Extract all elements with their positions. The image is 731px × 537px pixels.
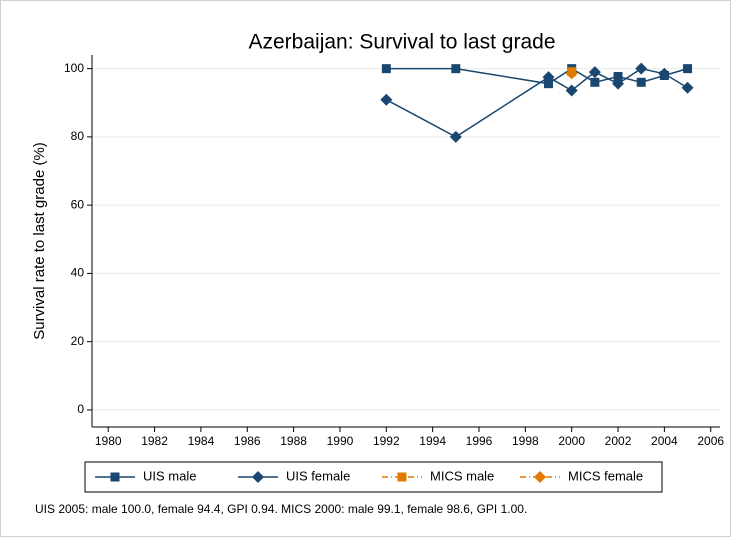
x-tick-label: 1992: [373, 434, 400, 448]
data-point: [451, 64, 461, 74]
data-point: [565, 84, 578, 97]
legend-label: UIS male: [143, 468, 196, 483]
data-point: [542, 71, 555, 84]
y-axis-label: Survival rate to last grade (%): [31, 142, 48, 340]
y-tick-label: 80: [71, 129, 85, 143]
data-point: [681, 81, 694, 94]
legend-box: [84, 461, 663, 493]
data-point: [544, 79, 554, 89]
data-point: [635, 62, 648, 75]
data-point: [612, 77, 625, 90]
x-tick-label: 1994: [419, 434, 446, 448]
x-tick-label: 1980: [95, 434, 122, 448]
data-point: [636, 77, 646, 87]
chart-title: Azerbaijan: Survival to last grade: [249, 31, 556, 54]
data-point: [381, 64, 391, 74]
x-tick-label: 1984: [188, 434, 215, 448]
x-tick-label: 2000: [558, 434, 585, 448]
x-tick-label: 1982: [141, 434, 168, 448]
data-point: [658, 67, 671, 80]
data-point: [683, 64, 693, 74]
y-tick-label: 40: [71, 266, 85, 280]
x-tick-label: 1988: [280, 434, 307, 448]
legend-marker: [110, 472, 120, 482]
legend-label: UIS female: [286, 468, 350, 483]
data-point: [449, 130, 462, 143]
x-tick-label: 1998: [512, 434, 539, 448]
data-point: [380, 93, 393, 106]
data-point: [613, 72, 623, 82]
x-tick-label: 1990: [327, 434, 354, 448]
x-tick-label: 1986: [234, 434, 261, 448]
y-tick-label: 100: [64, 61, 84, 75]
y-tick-label: 20: [71, 334, 85, 348]
x-tick-label: 1996: [466, 434, 493, 448]
y-tick-label: 60: [71, 197, 85, 211]
x-tick-label: 2002: [605, 434, 632, 448]
legend-marker: [252, 471, 264, 483]
legend-label: MICS female: [568, 468, 643, 483]
note: UIS 2005: male 100.0, female 94.4, GPI 0…: [35, 502, 527, 516]
data-point: [590, 77, 600, 87]
x-tick-label: 2004: [651, 434, 678, 448]
y-tick-label: 0: [77, 402, 84, 416]
data-point: [588, 66, 601, 79]
legend-marker: [397, 472, 407, 482]
legend-label: MICS male: [430, 468, 494, 483]
data-point: [565, 67, 578, 80]
x-tick-label: 2006: [697, 434, 724, 448]
legend-marker: [534, 471, 546, 483]
